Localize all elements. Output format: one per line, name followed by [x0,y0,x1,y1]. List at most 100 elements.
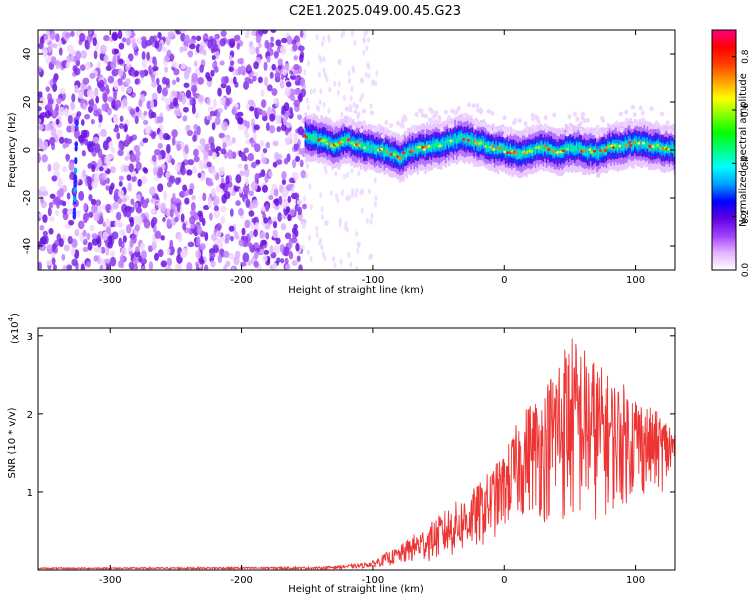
noise-speck [113,91,117,101]
noise-speck [255,159,261,165]
noise-speck [275,114,282,125]
faint-speck [318,98,322,105]
noise-speck [63,244,70,252]
faint-speck [350,85,354,92]
noise-speck [80,119,85,126]
noise-speck [169,53,175,60]
ridge-segment [466,134,470,142]
noise-speck [82,212,90,222]
noise-speck [255,46,260,55]
noise-speck [119,115,124,123]
noise-speck [171,61,178,68]
noise-speck [274,198,280,207]
noise-speck [272,140,279,147]
ridge-segment [578,142,582,153]
ridge-peak [325,142,329,145]
faint-speck [307,234,311,241]
noise-speck [126,57,130,67]
noise-speck [179,46,184,53]
faint-speck [351,30,355,37]
noise-speck [255,34,262,44]
faint-speck [320,206,324,213]
ridge-peak [627,141,631,144]
noise-speck [76,111,82,117]
noise-speck [216,222,222,231]
noise-speck [278,195,283,205]
noise-speck [113,115,119,124]
ridge-segment [403,150,407,158]
noise-speck [209,110,216,117]
noise-speck [203,204,210,211]
ridge-segment [645,142,648,148]
faint-speck [312,87,316,94]
noise-speck [159,130,164,141]
noise-speck [117,189,125,199]
ridge-peak [552,150,556,153]
noise-speck [241,227,246,236]
noise-speck [279,45,287,55]
noise-speck [231,137,236,144]
noise-speck [58,136,65,144]
noise-speck [283,246,290,257]
noise-speck [285,122,292,129]
noise-speck [214,117,221,126]
noise-speck [113,127,119,133]
ridge-segment [407,147,410,156]
halo-speck [580,115,585,121]
ridge-segment [632,140,635,150]
noise-speck [197,94,204,103]
ridge-segment [501,144,505,152]
ridge-segment [482,140,486,147]
noise-speck [280,258,285,264]
halo-speck [486,108,491,114]
faint-speck [365,217,369,224]
faint-speck [375,70,379,77]
noise-speck [197,210,203,217]
noise-speck [227,149,234,160]
noise-speck [164,66,169,73]
noise-speck [291,39,297,45]
noise-speck [150,132,156,140]
ridge-segment [473,138,476,148]
noise-speck [220,96,227,104]
noise-speck [198,160,205,170]
halo-speck [486,126,491,132]
noise-speck [89,98,95,109]
noise-speck [91,237,99,246]
noise-speck [174,164,181,172]
faint-speck [362,37,366,44]
noise-speck [231,190,236,197]
top-y-ticks: -40 -20 0 20 40 [22,48,675,254]
halo-speck [640,110,645,116]
noise-speck [93,50,98,60]
noise-speck [248,190,254,197]
noise-speck [94,87,99,98]
ridge-peak [542,144,546,148]
ridge-segment [414,145,418,153]
noise-speck [297,45,305,52]
noise-speck [137,216,143,226]
noise-speck [48,216,55,222]
noise-speck [133,50,139,56]
noise-speck [122,97,128,107]
noise-speck [121,37,127,43]
ridge-segment [663,146,667,154]
noise-speck [247,99,255,106]
noise-speck [129,108,136,116]
noise-speck [179,165,184,173]
noise-speck [260,239,267,246]
noise-speck [74,128,80,139]
faint-speck [337,58,341,65]
noise-speck [180,63,187,70]
ridge-segment [459,134,462,142]
noise-speck [74,84,79,94]
top-y-tick-label: 40 [22,48,33,61]
noise-speck [273,50,279,59]
noise-speck [105,218,111,228]
halo-speck [388,130,393,136]
noise-speck [151,240,157,251]
halo-speck [372,127,377,133]
ridge-segment [624,140,627,148]
halo-speck [475,107,480,113]
noise-speck [284,232,292,240]
